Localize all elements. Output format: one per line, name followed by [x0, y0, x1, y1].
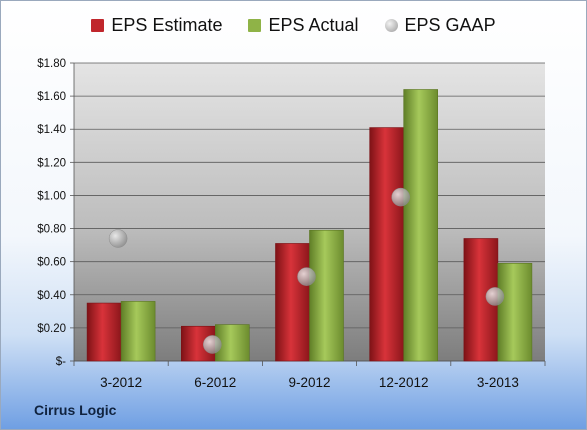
legend-swatch-eps-actual [248, 19, 262, 32]
y-tick-label: $1.60 [37, 91, 66, 103]
x-tick-label: 3-2013 [477, 375, 519, 390]
y-tick-label: $1.00 [37, 190, 66, 202]
bar-eps-estimate [369, 127, 405, 362]
x-tick-label: 12-2012 [379, 375, 429, 390]
legend-item-eps-estimate: EPS Estimate [91, 15, 222, 36]
x-axis: 3-2012 6-2012 9-2012 12-2012 3-2013 [73, 360, 546, 390]
y-tick-label: $1.20 [37, 157, 66, 169]
marker-eps-gaap [203, 335, 222, 354]
marker-eps-gaap [485, 287, 505, 306]
x-tick-label: 6-2012 [194, 375, 236, 390]
y-tick-label: $0.60 [37, 257, 66, 269]
company-name: Cirrus Logic [34, 402, 117, 418]
legend-label-eps-actual: EPS Actual [268, 15, 359, 35]
legend-swatch-eps-gaap [384, 19, 398, 32]
x-tick-label: 9-2012 [288, 375, 330, 390]
bar-eps-estimate [275, 243, 310, 362]
bar-eps-actual [120, 301, 156, 362]
y-tick-label: $0.40 [37, 290, 66, 302]
marker-eps-gaap [108, 229, 128, 248]
bar-eps-estimate [86, 302, 122, 362]
bars [86, 89, 533, 362]
marker-eps-gaap [297, 267, 316, 286]
y-axis: $- $0.20 $0.40 $0.60 $0.80 $1.00 $1.20 $1.40 $1.… [37, 58, 75, 368]
legend-item-eps-actual: EPS Actual [248, 15, 359, 36]
bar-eps-actual [497, 263, 533, 362]
marker-eps-gaap [391, 187, 410, 207]
legend-label-eps-estimate: EPS Estimate [111, 15, 223, 35]
x-tick-label: 3-2012 [100, 375, 142, 390]
y-tick-label: $0.80 [37, 224, 66, 236]
bar-eps-actual [403, 89, 439, 362]
legend-label-eps-gaap: EPS GAAP [404, 15, 496, 35]
bar-eps-actual [309, 229, 344, 362]
y-tick-label: $1.80 [37, 58, 66, 70]
y-tick-label: $- [56, 356, 66, 368]
legend-swatch-eps-estimate [91, 19, 105, 32]
chart-legend: EPS Estimate EPS Actual EPS GAAP [1, 15, 586, 36]
y-tick-label: $1.40 [37, 124, 66, 136]
y-tick-label: $0.20 [37, 323, 66, 335]
legend-item-eps-gaap: EPS GAAP [384, 15, 496, 36]
gaap-markers [108, 187, 505, 354]
